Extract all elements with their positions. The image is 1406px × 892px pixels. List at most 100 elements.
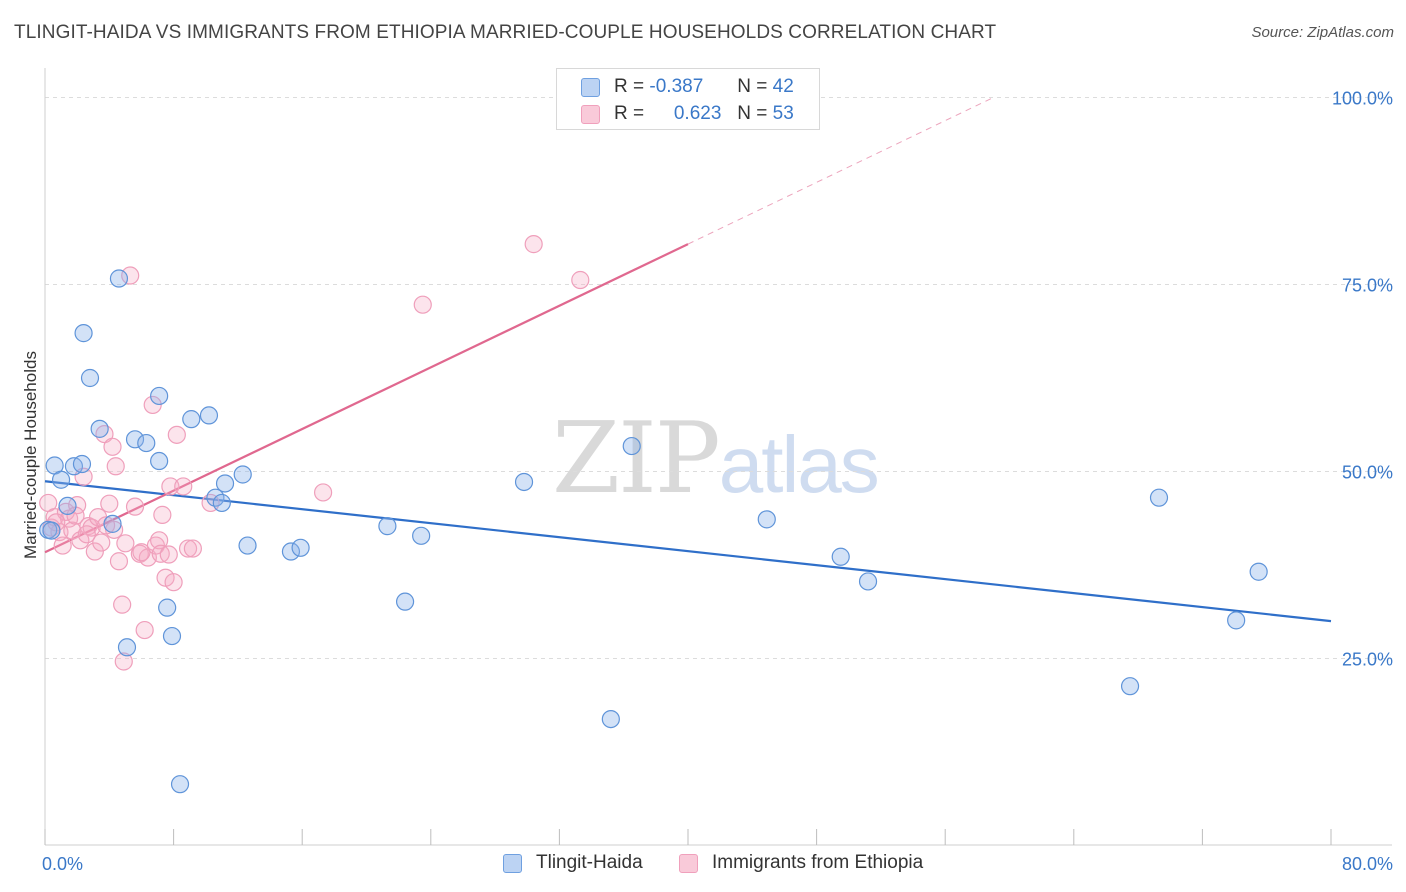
point-ethiopia bbox=[96, 516, 116, 535]
point-ethiopia bbox=[153, 505, 172, 524]
point-tlingit-haida bbox=[291, 538, 310, 557]
grid-lines bbox=[45, 97, 1392, 659]
point-ethiopia bbox=[125, 497, 145, 516]
point-tlingit-haida bbox=[117, 638, 137, 657]
point-tlingit-haida bbox=[162, 626, 182, 646]
point-ethiopia bbox=[571, 270, 590, 290]
point-tlingit-haida bbox=[182, 410, 201, 429]
point-ethiopia bbox=[132, 543, 151, 562]
data-points bbox=[39, 235, 1268, 794]
point-ethiopia bbox=[150, 531, 169, 550]
point-ethiopia bbox=[114, 652, 133, 671]
x-tick-label: 0.0% bbox=[42, 854, 83, 874]
point-tlingit-haida bbox=[158, 598, 177, 617]
point-tlingit-haida bbox=[1227, 611, 1246, 630]
point-ethiopia bbox=[159, 545, 178, 564]
legend-n-value: 42 bbox=[772, 76, 794, 97]
trend-line-tlingit bbox=[44, 480, 1332, 623]
point-ethiopia bbox=[174, 477, 193, 496]
trend-line-ethiopia-extension bbox=[687, 97, 994, 245]
watermark: ZIPatlas bbox=[552, 402, 880, 516]
point-tlingit-haida bbox=[378, 517, 397, 536]
point-ethiopia bbox=[178, 539, 198, 558]
point-tlingit-haida bbox=[212, 493, 231, 513]
point-tlingit-haida bbox=[42, 521, 61, 540]
point-tlingit-haida bbox=[80, 368, 100, 388]
legend-item-ethiopia: Immigrants from Ethiopia bbox=[679, 852, 923, 874]
point-tlingit-haida bbox=[199, 406, 219, 425]
legend-swatch-pink bbox=[581, 104, 600, 124]
legend-n-label: N = bbox=[737, 76, 768, 97]
point-ethiopia bbox=[85, 542, 104, 561]
point-tlingit-haida bbox=[74, 324, 93, 343]
x-tick-label: 80.0% bbox=[1342, 854, 1393, 874]
legend-swatch-pink bbox=[679, 853, 698, 873]
point-tlingit-haida bbox=[757, 510, 776, 529]
point-tlingit-haida bbox=[514, 472, 534, 492]
point-tlingit-haida bbox=[412, 526, 431, 545]
y-tick-label: 50.0% bbox=[1342, 463, 1393, 483]
point-tlingit-haida bbox=[1249, 562, 1268, 581]
point-tlingit-haida bbox=[238, 536, 257, 555]
point-ethiopia bbox=[143, 395, 162, 415]
point-ethiopia bbox=[413, 295, 432, 314]
point-tlingit-haida bbox=[1120, 677, 1140, 696]
point-ethiopia bbox=[164, 573, 183, 592]
point-tlingit-haida bbox=[90, 419, 109, 438]
tick-labels: 100.0% 75.0% 50.0% 25.0% 0.0% 80.0% bbox=[42, 89, 1393, 875]
point-tlingit-haida bbox=[1149, 488, 1169, 507]
point-ethiopia bbox=[103, 437, 122, 456]
point-ethiopia bbox=[77, 525, 96, 544]
legend-n-label: N = bbox=[737, 103, 768, 124]
legend-r-value: 0.623 bbox=[673, 103, 722, 124]
watermark-zip: ZIP bbox=[552, 402, 721, 516]
point-ethiopia bbox=[92, 533, 111, 552]
trend-lines bbox=[44, 97, 1332, 623]
legend-item-tlingit: Tlingit-Haida bbox=[503, 852, 643, 874]
legend-r-label: R = bbox=[614, 103, 645, 124]
point-tlingit-haida bbox=[395, 592, 415, 611]
point-ethiopia bbox=[135, 620, 154, 640]
point-tlingit-haida bbox=[831, 547, 850, 566]
y-tick-label: 100.0% bbox=[1332, 89, 1393, 109]
point-tlingit-haida bbox=[601, 709, 620, 729]
point-tlingit-haida bbox=[51, 470, 71, 489]
axes bbox=[44, 68, 1392, 846]
trend-line-ethiopia bbox=[44, 243, 689, 554]
point-tlingit-haida bbox=[150, 451, 169, 471]
legend-r-value: -0.387 bbox=[649, 76, 704, 97]
point-ethiopia bbox=[109, 552, 129, 571]
point-ethiopia bbox=[53, 536, 72, 555]
point-tlingit-haida bbox=[109, 269, 129, 288]
stats-legend: R = -0.387 N = 42 R = 0.623 N = 53 bbox=[556, 68, 820, 130]
point-ethiopia bbox=[524, 235, 543, 254]
series-legend: Tlingit-Haida Immigrants from Ethiopia bbox=[0, 852, 1406, 878]
legend-n-value: 53 bbox=[772, 103, 794, 124]
legend-item-label: Tlingit-Haida bbox=[536, 852, 643, 873]
point-tlingit-haida bbox=[58, 496, 77, 516]
point-ethiopia bbox=[116, 534, 135, 553]
legend-row-tlingit: R = -0.387 N = 42 bbox=[581, 75, 794, 99]
point-ethiopia bbox=[183, 539, 202, 558]
point-tlingit-haida bbox=[72, 454, 92, 474]
point-tlingit-haida bbox=[150, 386, 169, 406]
point-tlingit-haida bbox=[215, 474, 235, 493]
point-tlingit-haida bbox=[170, 775, 190, 794]
point-tlingit-haida bbox=[137, 433, 156, 453]
y-tick-label: 75.0% bbox=[1342, 276, 1393, 296]
point-ethiopia bbox=[167, 425, 186, 444]
point-ethiopia bbox=[161, 477, 180, 496]
legend-row-ethiopia: R = 0.623 N = 53 bbox=[581, 102, 794, 126]
point-ethiopia bbox=[113, 595, 132, 614]
point-tlingit-haida bbox=[103, 514, 122, 533]
legend-swatch-blue bbox=[503, 853, 522, 873]
legend-item-label: Immigrants from Ethiopia bbox=[712, 852, 924, 873]
point-ethiopia bbox=[100, 494, 119, 513]
point-tlingit-haida bbox=[233, 465, 252, 484]
chart-title: TLINGIT-HAIDA VS IMMIGRANTS FROM ETHIOPI… bbox=[14, 22, 997, 43]
y-tick-label: 25.0% bbox=[1342, 650, 1393, 670]
point-ethiopia bbox=[313, 483, 333, 502]
source-label: Source: ZipAtlas.com bbox=[1251, 24, 1394, 41]
legend-swatch-blue bbox=[581, 77, 600, 97]
